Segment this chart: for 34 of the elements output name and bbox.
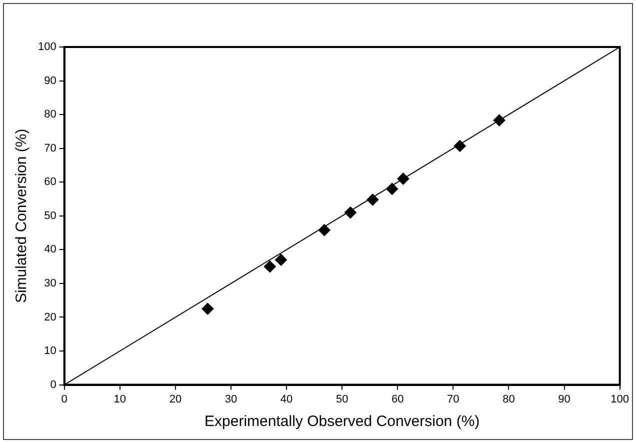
y-tick-label: 20	[44, 311, 56, 324]
point	[202, 302, 214, 315]
point	[318, 224, 330, 236]
y-tick-label: 50	[44, 210, 56, 222]
x-tick-label: 10	[114, 393, 126, 406]
point	[493, 114, 506, 126]
x-tick-label: 30	[224, 393, 238, 406]
y-tick-label: 70	[44, 142, 56, 154]
y-tick-label: 10	[44, 345, 56, 358]
x-tick-label: 20	[169, 393, 182, 406]
point	[366, 194, 379, 206]
y-tick-label: 80	[44, 108, 56, 121]
x-tick-label: 40	[280, 393, 293, 406]
x-tick-label: 100	[610, 393, 630, 406]
y-tick-label: 40	[44, 244, 56, 256]
point	[274, 254, 287, 266]
y-tick-label: 100	[38, 41, 56, 54]
point	[454, 140, 466, 152]
x-tick-label: 50	[336, 393, 348, 406]
x-tick-label: 60	[392, 393, 404, 406]
point	[344, 206, 356, 219]
x-tick-label: 0	[61, 393, 68, 406]
y-tick-label: 30	[44, 277, 56, 290]
x-tick-label: 90	[558, 393, 570, 406]
y-tick-label: 90	[44, 74, 56, 87]
x-tick-label: 70	[447, 393, 460, 406]
point	[397, 172, 410, 185]
y-tick-label: 0	[50, 378, 56, 391]
y-tick-label: 60	[44, 176, 56, 188]
x-tick-label: 80	[502, 393, 515, 406]
x-axis-title: Experimentally Observed Conversion (%)	[204, 413, 480, 430]
point	[264, 260, 276, 273]
point	[386, 182, 398, 195]
y-axis-title: Simulated Conversion (%)	[13, 128, 30, 304]
